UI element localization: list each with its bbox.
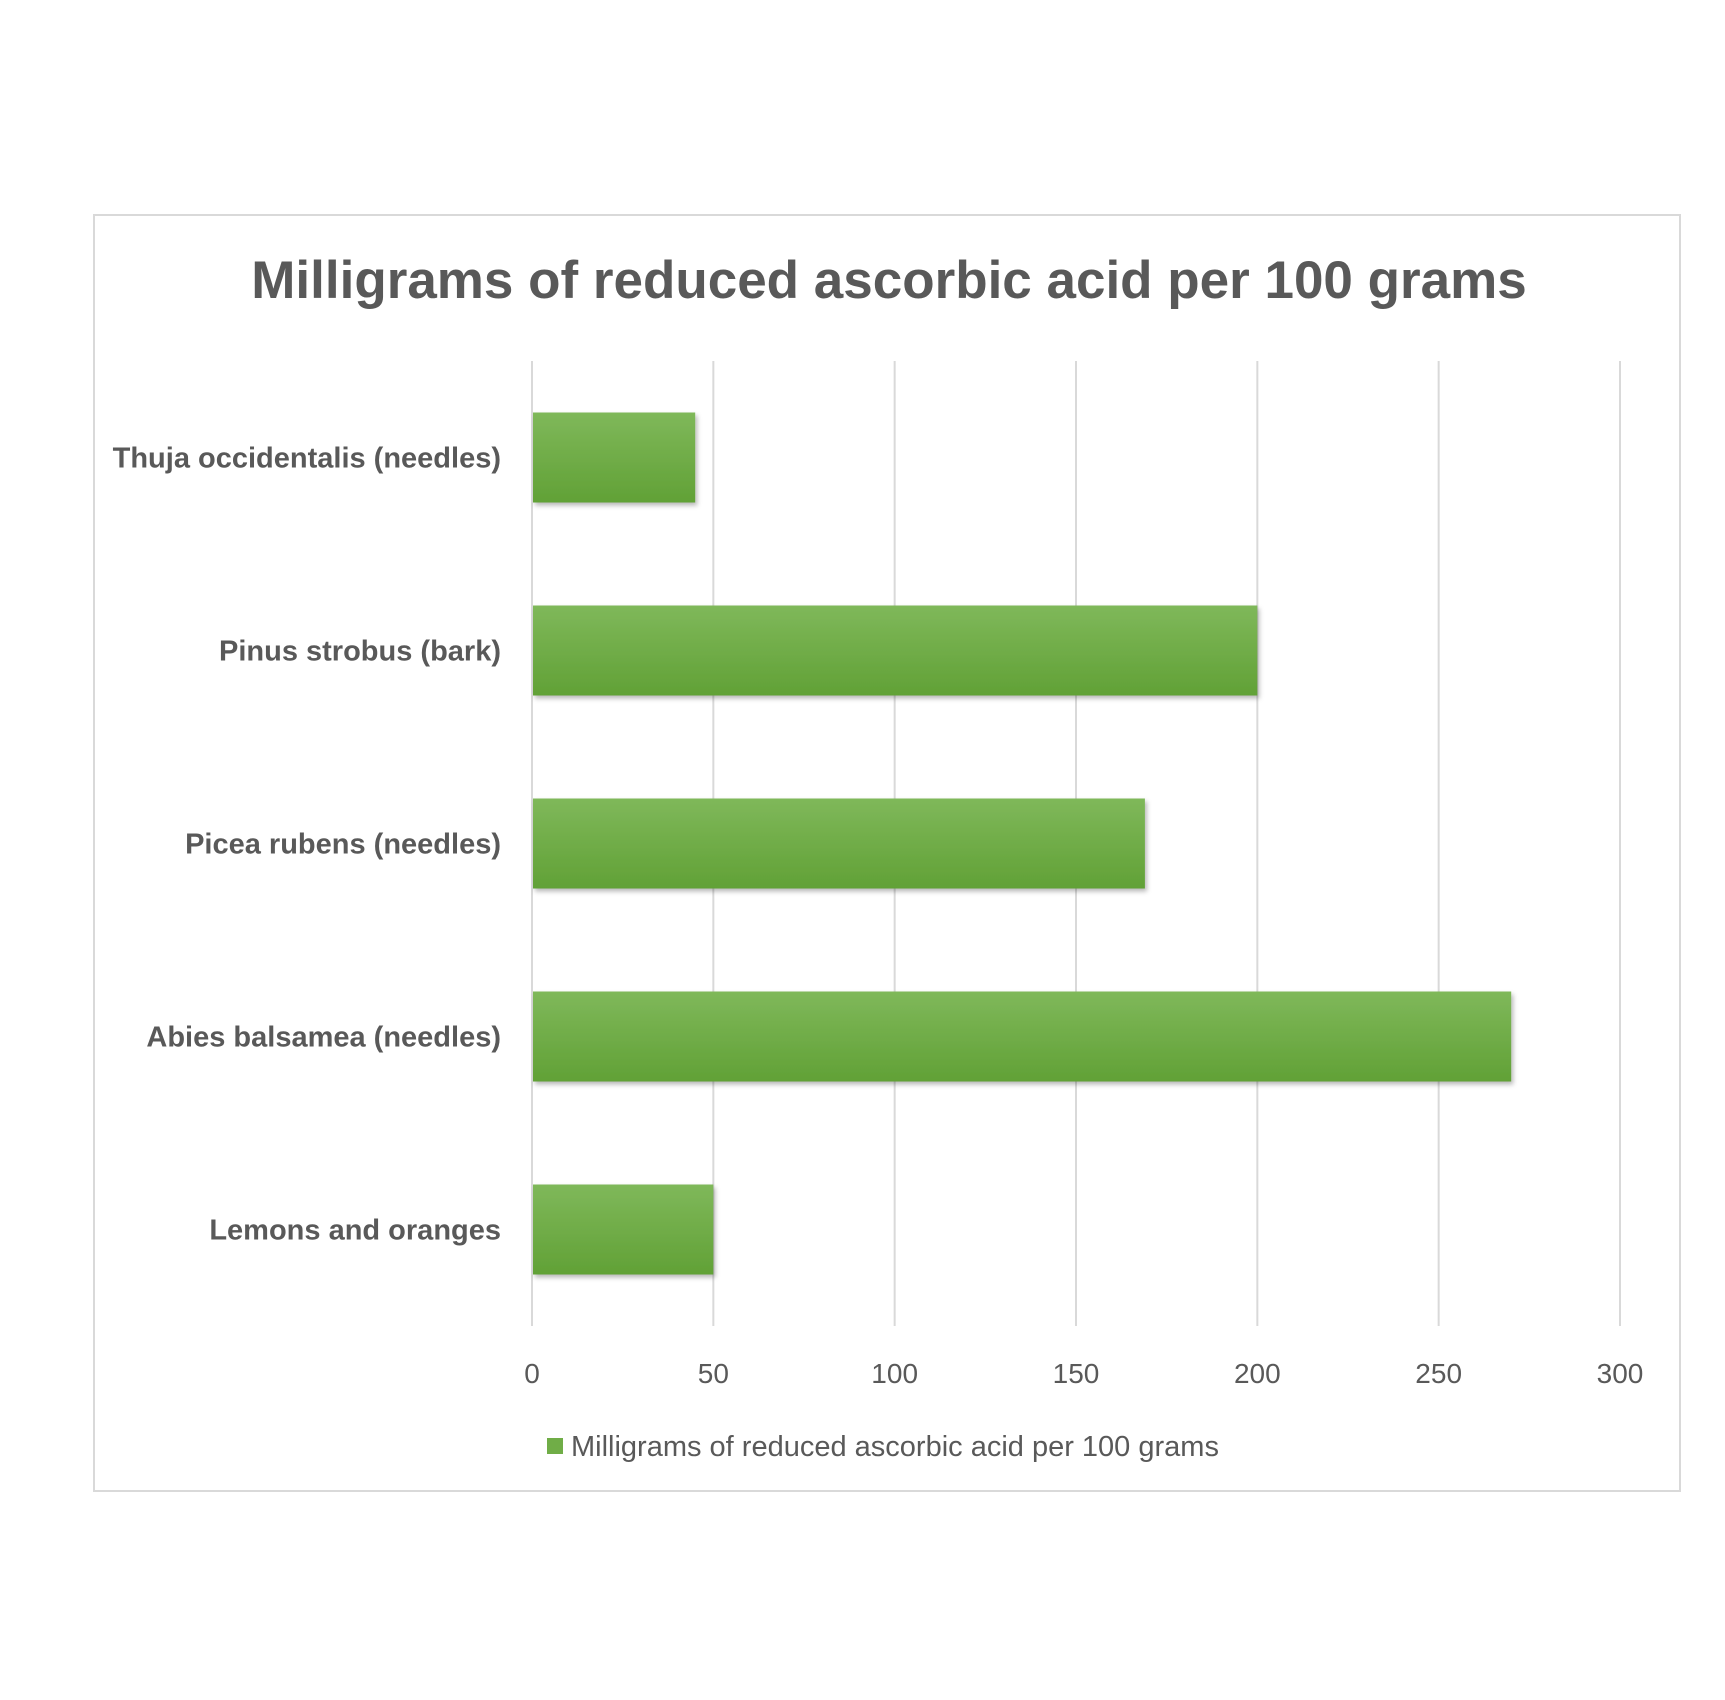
category-label: Pinus strobus (bark) [219,636,501,668]
x-tick-label: 300 [1597,1358,1644,1389]
category-label: Lemons and oranges [209,1215,501,1247]
x-tick-label: 250 [1415,1358,1462,1389]
category-label: Thuja occidentalis (needles) [113,443,501,475]
x-tick-label: 150 [1053,1358,1100,1389]
category-label: Abies balsamea (needles) [146,1022,501,1054]
chart-area: Milligrams of reduced ascorbic acid per … [93,214,1681,1492]
chart-title: Milligrams of reduced ascorbic acid per … [251,251,1526,310]
bar [533,1184,714,1275]
bar [533,991,1512,1082]
x-tick-label: 100 [871,1358,918,1389]
x-tick-label: 50 [698,1358,729,1389]
bar [533,798,1145,889]
legend: Milligrams of reduced ascorbic acid per … [547,1431,1219,1463]
legend-swatch [547,1438,563,1454]
legend-label: Milligrams of reduced ascorbic acid per … [571,1431,1219,1463]
bars [533,412,1512,1275]
x-tick-label: 200 [1234,1358,1281,1389]
category-labels: Thuja occidentalis (needles) Pinus strobu… [113,443,501,1247]
category-label: Picea rubens (needles) [185,829,501,861]
bar [533,605,1258,696]
x-tick-label: 0 [524,1358,540,1389]
x-axis-tick-labels: 0 50 100 150 200 250 300 [524,1358,1643,1389]
bar [533,412,696,503]
bar-chart: Milligrams of reduced ascorbic acid per … [113,251,1644,1463]
